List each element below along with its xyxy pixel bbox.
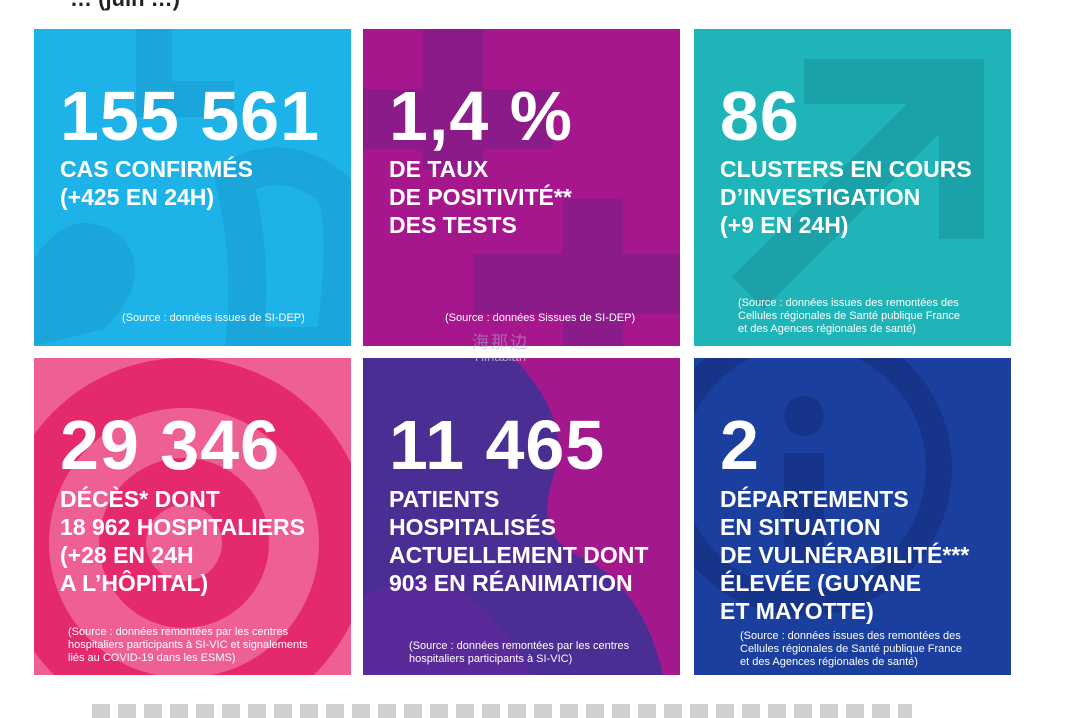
tile-vulnerable-departments: 2 DÉPARTEMENTS EN SITUATION DE VULNÉRABI… [694,358,1011,675]
hospitalized-number: 11 465 [389,406,606,484]
deaths-source: (Source : données remontées par les cent… [68,626,308,664]
watermark-chinese-text: 海那边 [472,333,529,352]
deaths-label: DÉCÈS* DONT 18 962 HOSPITALIERS (+28 EN … [60,486,305,596]
numeral-decoration-icon [34,29,351,346]
cropped-header-text: … (juin …) [70,0,180,12]
positivity-rate-source: (Source : données Sissues de SI-DEP) [445,312,636,324]
tile-hospitalized: 11 465 PATIENTS HOSPITALISÉS ACTUELLEMEN… [363,358,680,675]
clusters-number: 86 [720,77,800,155]
watermark-latin-text: Hinabian [474,349,527,364]
deaths-number: 29 346 [60,406,281,484]
info-decoration-icon [694,358,952,616]
clusters-label: CLUSTERS EN COURS D’INVESTIGATION (+9 EN… [720,156,972,238]
cropped-footer-text [92,704,912,718]
positivity-rate-number: 1,4 % [389,77,573,155]
plus-decoration-icon [363,29,680,346]
tile-clusters: 86 CLUSTERS EN COURS D’INVESTIGATION (+9… [694,29,1011,346]
confirmed-cases-label: CAS CONFIRMÉS (+425 EN 24H) [60,156,253,210]
hospitalized-label: PATIENTS HOSPITALISÉS ACTUELLEMENT DONT … [389,486,649,596]
confirmed-cases-number: 155 561 [60,77,321,155]
target-decoration-icon [34,358,351,675]
clusters-source: (Source : données issues des remontées d… [738,297,960,335]
confirmed-cases-source: (Source : données issues de SI-DEP) [122,312,305,324]
arrow-decoration-icon [732,59,984,309]
watermark: 海那边 Hinabian [472,333,529,364]
blob-decoration-icon [363,358,680,675]
departments-label: DÉPARTEMENTS EN SITUATION DE VULNÉRABILI… [720,486,970,624]
departments-number: 2 [720,406,760,484]
tile-confirmed-cases: 155 561 CAS CONFIRMÉS (+425 EN 24H) (Sou… [34,29,351,346]
tile-deaths: 29 346 DÉCÈS* DONT 18 962 HOSPITALIERS (… [34,358,351,675]
departments-source: (Source : données issues des remontées d… [740,630,962,668]
hospitalized-source: (Source : données remontées par les cent… [409,640,630,665]
positivity-rate-label: DE TAUX DE POSITIVITÉ** DES TESTS [389,156,572,238]
tile-positivity-rate: 1,4 % DE TAUX DE POSITIVITÉ** DES TESTS … [363,29,680,346]
